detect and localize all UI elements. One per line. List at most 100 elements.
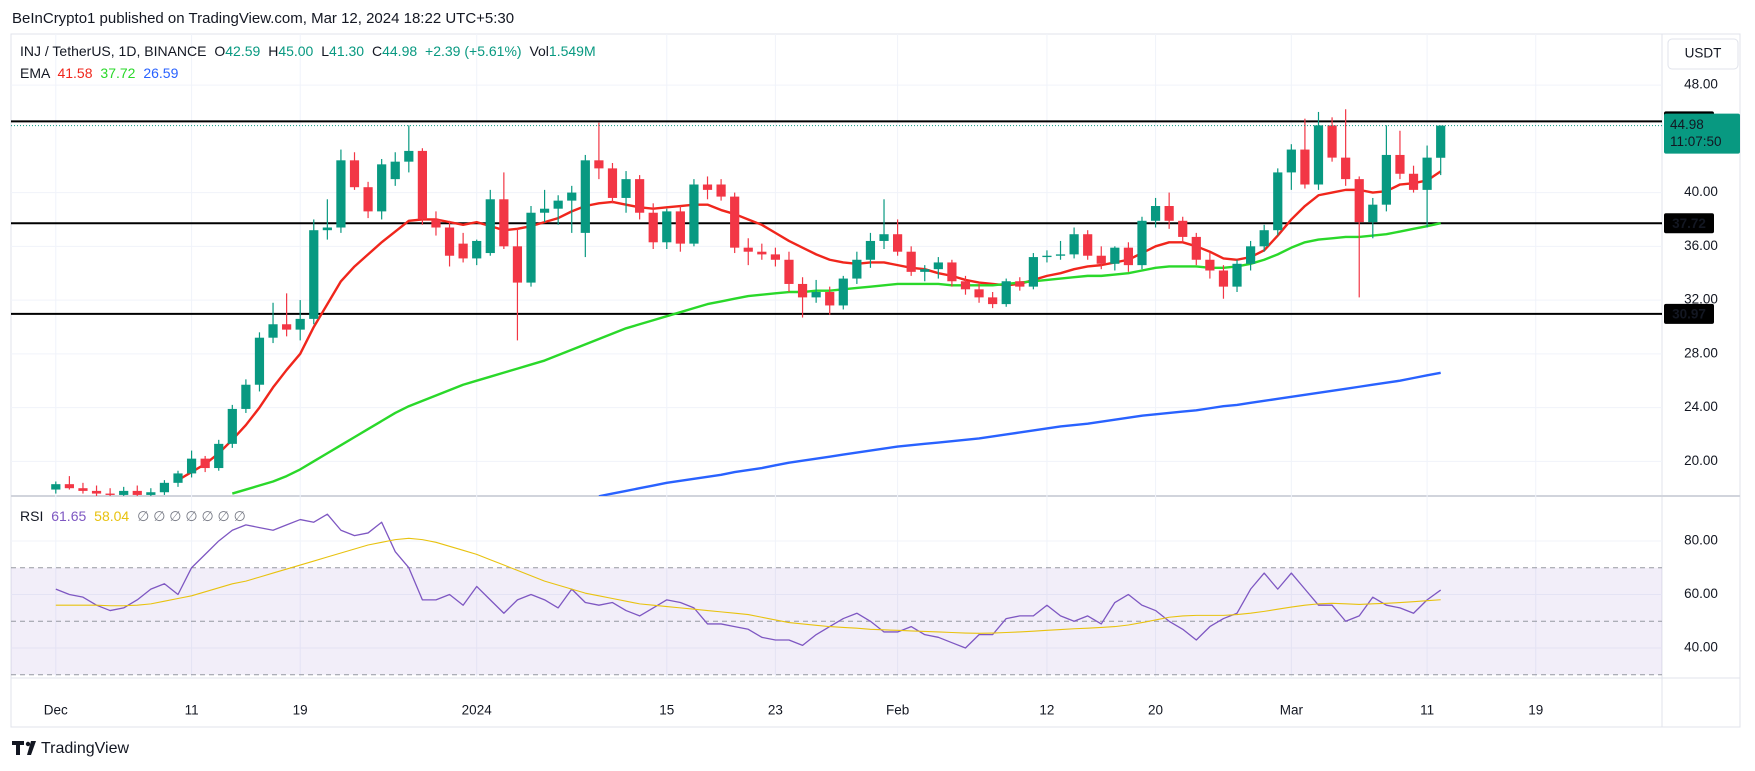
candle-body — [689, 184, 699, 244]
candle-body — [1368, 204, 1378, 223]
y-tick-label: 40.00 — [1684, 640, 1718, 655]
candle-body — [702, 184, 713, 190]
y-tick-label: 32.00 — [1684, 292, 1718, 307]
candle-body — [254, 337, 265, 385]
candle-body — [146, 492, 156, 495]
candle-body — [1313, 125, 1324, 185]
candle-body — [1218, 270, 1229, 287]
candle-body — [363, 187, 373, 212]
candle-body — [1055, 254, 1066, 256]
candle-body — [716, 184, 726, 197]
candle-body — [1191, 236, 1201, 260]
candle-body — [1408, 173, 1419, 190]
candle-body — [336, 160, 346, 228]
candle-body — [1327, 125, 1337, 158]
candle-body — [1395, 154, 1405, 174]
candle-body — [906, 251, 916, 272]
published-line: BeInCrypto1 published on TradingView.com… — [12, 10, 514, 27]
y-tick-label: 80.00 — [1684, 533, 1718, 548]
level-tag-label: 30.97 — [1672, 306, 1706, 321]
candle-body — [811, 292, 821, 298]
indicator-name: RSI — [20, 508, 43, 524]
rsi-line — [55, 513, 1442, 649]
candle-body — [119, 490, 129, 495]
candle-body — [865, 240, 876, 260]
last-price-label: 44.98 — [1670, 117, 1704, 132]
candle-body — [607, 168, 618, 198]
brand-name: TradingView — [41, 740, 129, 757]
candle-body — [64, 484, 74, 489]
rsi-value: 61.65 — [51, 508, 86, 524]
candle-body — [1422, 157, 1432, 190]
candle-body — [988, 297, 998, 305]
logo-slash — [27, 741, 36, 755]
level-tag-label: 37.72 — [1672, 216, 1706, 231]
candle-body — [1178, 220, 1188, 237]
ema-value: 41.58 — [57, 65, 92, 81]
x-tick-label: 20 — [1148, 703, 1163, 718]
price-pane — [11, 109, 1662, 496]
y-tick-label: 28.00 — [1684, 345, 1718, 360]
candle-body — [444, 227, 455, 256]
y-tick-label: 24.00 — [1684, 399, 1718, 414]
candle-body — [241, 384, 251, 409]
candle-body — [757, 251, 767, 255]
candle-body — [1205, 259, 1215, 271]
ohlc-name: H — [268, 43, 278, 59]
candle-body — [51, 484, 61, 490]
level-tag — [1664, 213, 1714, 234]
ohlc-value: 41.30 — [329, 43, 364, 59]
candle-body — [431, 219, 441, 228]
candle-body — [186, 458, 197, 474]
ema-value: 37.72 — [100, 65, 135, 81]
candle-body — [349, 160, 360, 188]
rsi-ma-value: 58.04 — [94, 508, 129, 524]
candle-body — [132, 490, 142, 495]
currency-button-label[interactable]: USDT — [1685, 46, 1722, 61]
candle-body — [1069, 234, 1079, 255]
candle-body — [309, 230, 319, 319]
candle-body — [770, 254, 781, 260]
x-tick-label: 11 — [1420, 703, 1434, 718]
candle-body — [1083, 234, 1093, 256]
candle-body — [1259, 230, 1269, 247]
candle-body — [295, 318, 305, 330]
candle-body — [214, 443, 224, 469]
x-tick-label: 19 — [1528, 703, 1543, 718]
y-tick-label: 36.00 — [1684, 238, 1718, 253]
currency-button[interactable]: USDT — [1667, 38, 1739, 70]
candle-body — [268, 324, 278, 338]
y-tick-label: 40.00 — [1684, 184, 1718, 199]
ohlc-name: L — [321, 43, 329, 59]
candle-body — [892, 234, 903, 252]
na-values: ∅ ∅ ∅ ∅ ∅ ∅ ∅ — [137, 508, 246, 524]
candle-body — [1341, 157, 1351, 180]
candle-body — [1150, 206, 1161, 221]
candle-body — [580, 160, 590, 233]
candle-body — [485, 199, 495, 254]
ohlc-value: 44.98 — [382, 43, 417, 59]
candle-body — [662, 211, 672, 243]
candle-body — [1015, 281, 1025, 287]
candle-body — [159, 482, 170, 493]
candle-body — [1123, 247, 1134, 266]
candle-body — [1110, 247, 1120, 264]
candle-body — [539, 208, 550, 213]
candle-body — [797, 283, 808, 298]
rsi-pane — [11, 513, 1662, 676]
level-tag — [1664, 303, 1714, 324]
candle-body — [933, 262, 943, 270]
y-tick-label: 48.00 — [1684, 77, 1718, 92]
candle-body — [200, 458, 210, 469]
candle-body — [499, 199, 509, 247]
logo-dot — [25, 741, 31, 747]
x-tick-label: 15 — [659, 703, 674, 718]
candle-body — [417, 150, 427, 220]
candle-body — [1042, 255, 1052, 258]
candle-body — [390, 161, 400, 180]
candle-body — [404, 150, 414, 162]
candle-body — [974, 289, 984, 298]
currency-button-box[interactable] — [1667, 38, 1739, 70]
